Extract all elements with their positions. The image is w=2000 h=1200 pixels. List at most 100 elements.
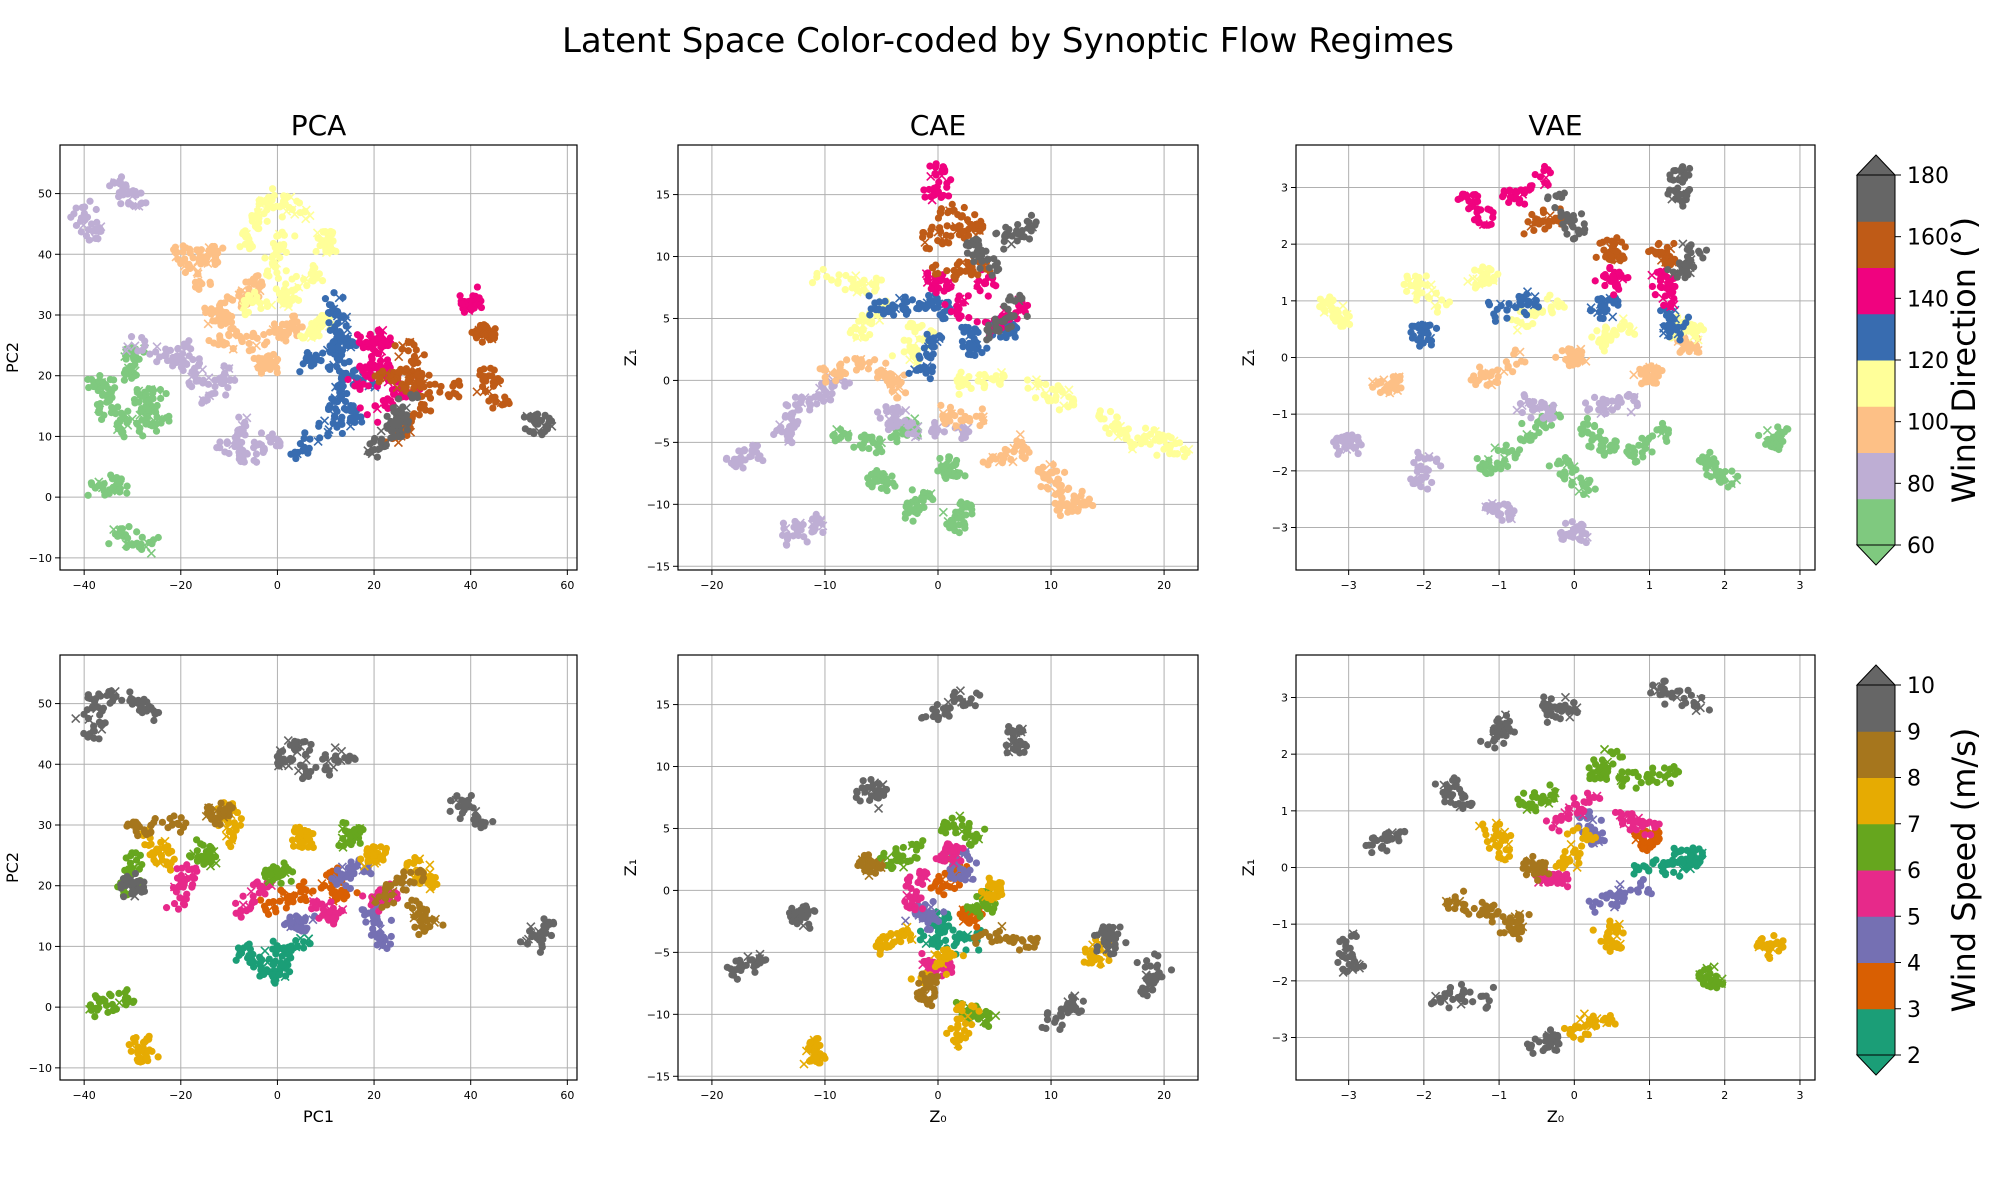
- point-marker: [950, 273, 958, 281]
- point-marker: [387, 377, 396, 385]
- point-marker: [1137, 440, 1145, 448]
- point-marker: [1574, 227, 1582, 235]
- point-marker: [1515, 199, 1523, 207]
- point-marker: [1657, 307, 1665, 315]
- point-marker: [346, 417, 354, 425]
- point-marker: [874, 374, 882, 382]
- point-marker: [228, 440, 238, 450]
- y-tick-label: −10: [29, 552, 52, 565]
- point-marker: [384, 424, 392, 432]
- point-marker: [121, 866, 129, 874]
- point-marker: [137, 189, 145, 197]
- point-marker: [1630, 330, 1639, 338]
- point-marker: [213, 247, 221, 255]
- point-marker: [1608, 397, 1616, 405]
- point-marker: [436, 388, 444, 396]
- point-marker: [1502, 441, 1510, 449]
- point-marker: [1445, 298, 1454, 306]
- point-marker: [871, 356, 879, 364]
- point-marker: [169, 360, 177, 368]
- point-marker: [789, 532, 797, 540]
- point-marker: [1037, 466, 1047, 476]
- point-marker: [1465, 205, 1473, 213]
- point-marker: [285, 203, 293, 212]
- point-marker: [1664, 429, 1672, 437]
- point-marker: [1638, 379, 1646, 387]
- y-tick-label: 10: [38, 430, 52, 443]
- point-marker: [203, 319, 213, 329]
- point-marker: [962, 511, 970, 519]
- point-marker: [930, 184, 938, 192]
- series-2: [67, 173, 284, 466]
- point-marker: [156, 386, 165, 394]
- point-marker: [988, 271, 996, 279]
- point-marker: [268, 971, 276, 979]
- point-marker: [1050, 487, 1061, 497]
- point-marker: [946, 411, 954, 419]
- point-marker: [943, 277, 953, 287]
- point-marker: [925, 245, 934, 253]
- point-marker: [1411, 272, 1420, 280]
- point-marker: [301, 927, 309, 935]
- point-marker: [359, 344, 367, 352]
- point-marker: [124, 534, 132, 542]
- point-marker: [784, 531, 792, 539]
- point-marker: [249, 330, 257, 338]
- point-marker: [245, 339, 253, 348]
- point-marker: [227, 374, 237, 384]
- point-marker: [146, 548, 156, 558]
- scatter-points: [722, 160, 1194, 549]
- point-marker: [362, 363, 371, 371]
- y-tick-label: 15: [656, 189, 670, 202]
- point-marker: [271, 904, 279, 913]
- point-marker: [930, 428, 938, 437]
- point-marker: [1128, 443, 1136, 452]
- point-marker: [211, 382, 219, 391]
- point-marker: [1498, 516, 1506, 524]
- point-marker: [1332, 442, 1340, 450]
- point-marker: [144, 406, 153, 415]
- point-marker: [1489, 208, 1497, 217]
- point-marker: [992, 319, 1000, 327]
- point-marker: [387, 932, 395, 941]
- point-marker: [1658, 419, 1667, 428]
- point-marker: [390, 408, 398, 416]
- point-marker: [99, 483, 107, 491]
- point-marker: [955, 390, 963, 398]
- point-marker: [1666, 244, 1676, 254]
- point-marker: [908, 486, 916, 494]
- point-marker: [270, 258, 278, 267]
- point-marker: [400, 384, 408, 392]
- point-marker: [120, 376, 128, 384]
- point-marker: [1596, 314, 1604, 322]
- point-marker: [1134, 434, 1142, 442]
- point-marker: [437, 382, 445, 391]
- point-marker: [325, 319, 333, 327]
- point-marker: [1612, 247, 1621, 255]
- point-marker: [974, 328, 982, 336]
- point-marker: [1597, 441, 1605, 449]
- point-marker: [420, 351, 428, 359]
- point-marker: [1544, 193, 1552, 201]
- point-marker: [1702, 246, 1711, 254]
- point-marker: [356, 404, 364, 412]
- point-marker: [279, 299, 288, 308]
- point-marker: [160, 352, 168, 360]
- point-marker: [976, 371, 984, 379]
- point-marker: [292, 937, 300, 945]
- point-marker: [231, 433, 239, 442]
- point-marker: [193, 269, 203, 279]
- point-marker: [124, 407, 132, 415]
- point-marker: [370, 445, 379, 454]
- point-marker: [344, 375, 352, 384]
- point-marker: [834, 277, 842, 285]
- point-marker: [808, 279, 817, 287]
- point-marker: [264, 910, 273, 918]
- point-marker: [1561, 519, 1570, 527]
- point-marker: [844, 434, 852, 442]
- point-marker: [1387, 380, 1395, 388]
- point-marker: [1487, 469, 1495, 477]
- point-marker: [1065, 393, 1073, 401]
- point-marker: [1141, 424, 1150, 432]
